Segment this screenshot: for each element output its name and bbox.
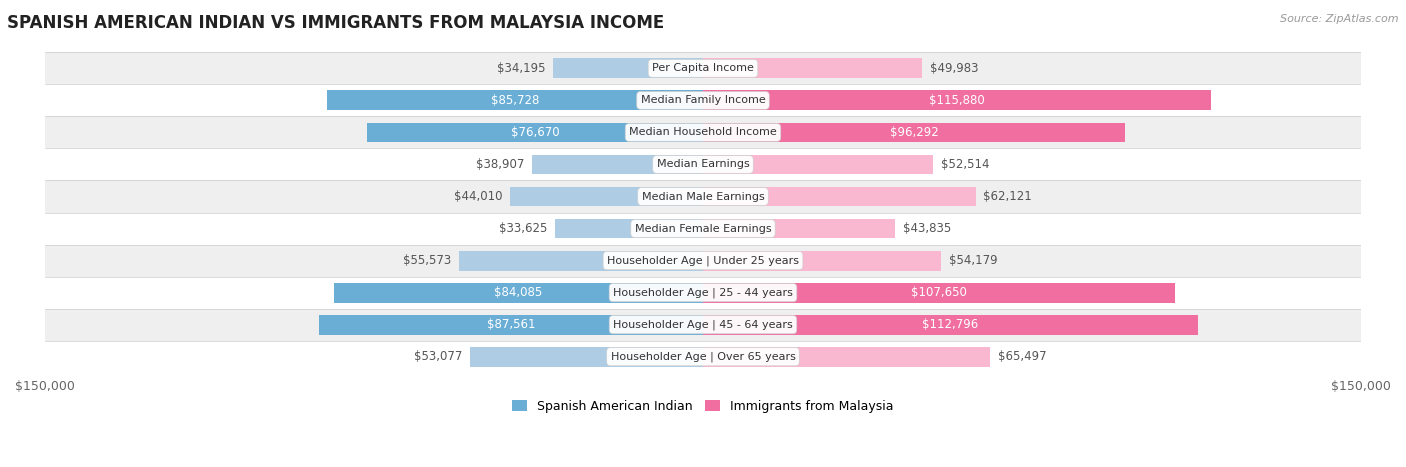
Bar: [328, 91, 703, 110]
Text: $38,907: $38,907: [477, 158, 524, 171]
Bar: [45, 340, 1361, 373]
Text: $107,650: $107,650: [911, 286, 967, 299]
Bar: [45, 116, 1361, 149]
Bar: [703, 283, 1175, 303]
Bar: [319, 315, 703, 334]
Text: Median Female Earnings: Median Female Earnings: [634, 224, 772, 234]
Text: $96,292: $96,292: [890, 126, 939, 139]
Bar: [510, 187, 703, 206]
Bar: [45, 212, 1361, 245]
Bar: [703, 315, 1198, 334]
Text: Householder Age | 25 - 44 years: Householder Age | 25 - 44 years: [613, 287, 793, 298]
Bar: [45, 180, 1361, 212]
Bar: [555, 219, 703, 239]
Text: $54,179: $54,179: [949, 254, 997, 267]
Text: $43,835: $43,835: [903, 222, 952, 235]
Bar: [703, 219, 896, 239]
Bar: [45, 52, 1361, 85]
Text: Median Household Income: Median Household Income: [628, 127, 778, 137]
Text: Householder Age | 45 - 64 years: Householder Age | 45 - 64 years: [613, 319, 793, 330]
Bar: [335, 283, 703, 303]
Text: Source: ZipAtlas.com: Source: ZipAtlas.com: [1281, 14, 1399, 24]
Bar: [703, 91, 1212, 110]
Bar: [703, 347, 990, 367]
Bar: [703, 58, 922, 78]
Text: $115,880: $115,880: [929, 94, 986, 107]
Text: Median Earnings: Median Earnings: [657, 159, 749, 170]
Text: $55,573: $55,573: [404, 254, 451, 267]
Text: $85,728: $85,728: [491, 94, 538, 107]
Bar: [533, 155, 703, 174]
Text: $112,796: $112,796: [922, 318, 979, 331]
Bar: [45, 276, 1361, 309]
Bar: [45, 309, 1361, 340]
Text: SPANISH AMERICAN INDIAN VS IMMIGRANTS FROM MALAYSIA INCOME: SPANISH AMERICAN INDIAN VS IMMIGRANTS FR…: [7, 14, 664, 32]
Text: $33,625: $33,625: [499, 222, 547, 235]
Text: Householder Age | Over 65 years: Householder Age | Over 65 years: [610, 352, 796, 362]
Text: Median Male Earnings: Median Male Earnings: [641, 191, 765, 202]
Text: $44,010: $44,010: [454, 190, 502, 203]
Text: $62,121: $62,121: [983, 190, 1032, 203]
Bar: [703, 187, 976, 206]
Bar: [45, 245, 1361, 276]
Bar: [703, 155, 934, 174]
Bar: [367, 122, 703, 142]
Text: $49,983: $49,983: [931, 62, 979, 75]
Legend: Spanish American Indian, Immigrants from Malaysia: Spanish American Indian, Immigrants from…: [508, 395, 898, 417]
Text: $87,561: $87,561: [486, 318, 536, 331]
Text: $34,195: $34,195: [496, 62, 546, 75]
Bar: [45, 149, 1361, 180]
Bar: [45, 85, 1361, 116]
Text: $52,514: $52,514: [941, 158, 990, 171]
Bar: [460, 251, 703, 270]
Bar: [470, 347, 703, 367]
Bar: [703, 251, 941, 270]
Text: Householder Age | Under 25 years: Householder Age | Under 25 years: [607, 255, 799, 266]
Bar: [553, 58, 703, 78]
Text: Per Capita Income: Per Capita Income: [652, 64, 754, 73]
Text: $76,670: $76,670: [510, 126, 560, 139]
Text: Median Family Income: Median Family Income: [641, 95, 765, 106]
Text: $84,085: $84,085: [495, 286, 543, 299]
Text: $65,497: $65,497: [998, 350, 1047, 363]
Text: $53,077: $53,077: [413, 350, 463, 363]
Bar: [703, 122, 1125, 142]
